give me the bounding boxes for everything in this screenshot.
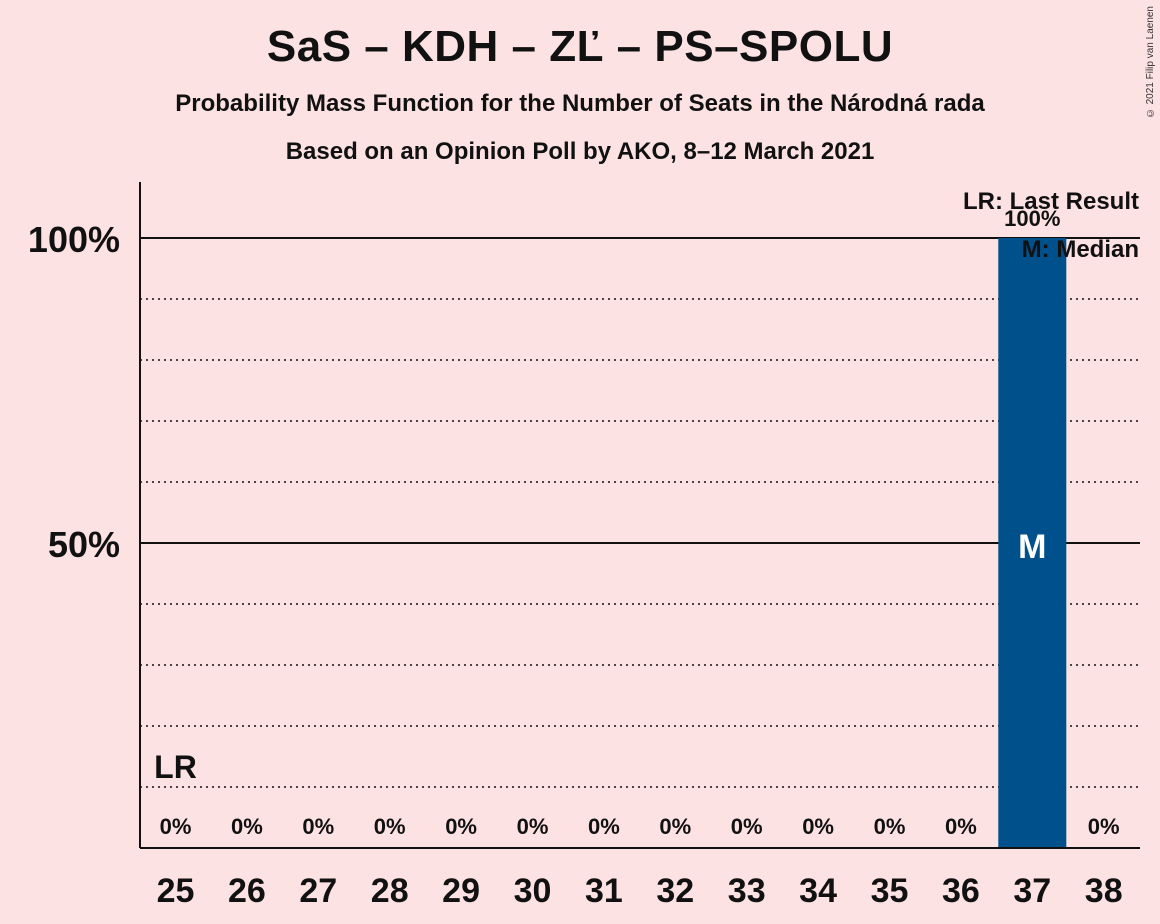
data-label: 0% <box>588 814 620 839</box>
markers: LR M <box>154 528 1046 785</box>
x-tick-label: 29 <box>442 872 480 910</box>
axes <box>139 182 1140 849</box>
y-tick-labels: 50% 100% <box>28 219 120 565</box>
legend-last-result: LR: Last Result <box>963 188 1139 215</box>
x-tick-label: 37 <box>1013 872 1051 910</box>
data-label: 0% <box>302 814 334 839</box>
x-tick-label: 33 <box>728 872 766 910</box>
data-labels: 0% 0% 0% 0% 0% 0% 0% 0% 0% 0% 0% 0% 100% 0% <box>160 206 1120 839</box>
x-tick-label: 26 <box>228 872 266 910</box>
data-label: 0% <box>445 814 477 839</box>
data-label: 0% <box>374 814 406 839</box>
data-label: 0% <box>731 814 763 839</box>
x-tick-label: 32 <box>656 872 694 910</box>
grid-lines <box>140 237 1140 788</box>
x-tick-label: 30 <box>514 872 552 910</box>
data-label: 0% <box>874 814 906 839</box>
x-tick-label: 27 <box>299 872 337 910</box>
median-marker: M <box>1018 528 1046 566</box>
data-label: 0% <box>659 814 691 839</box>
x-tick-label: 38 <box>1085 872 1123 910</box>
y-tick-label: 50% <box>48 524 120 565</box>
legend: LR: Last Result M: Median <box>963 188 1139 263</box>
bars <box>998 238 1067 848</box>
x-tick-label: 25 <box>157 872 195 910</box>
data-label: 0% <box>517 814 549 839</box>
x-tick-label: 36 <box>942 872 980 910</box>
x-tick-label: 28 <box>371 872 409 910</box>
chart-title: SaS – KDH – ZĽ – PS–SPOLU <box>266 22 894 71</box>
chart-subtitle: Probability Mass Function for the Number… <box>175 90 985 117</box>
last-result-marker: LR <box>154 749 197 785</box>
bar-37 <box>998 238 1067 848</box>
x-tick-labels: 25 26 27 28 29 30 31 32 33 34 35 36 37 38 <box>157 872 1123 910</box>
data-label: 0% <box>945 814 977 839</box>
x-tick-label: 31 <box>585 872 623 910</box>
data-label: 0% <box>231 814 263 839</box>
data-label: 0% <box>802 814 834 839</box>
data-label: 0% <box>1088 814 1120 839</box>
data-label: 0% <box>160 814 192 839</box>
data-label: 100% <box>1004 206 1060 231</box>
legend-median: M: Median <box>1022 236 1139 263</box>
y-tick-label: 100% <box>28 219 120 260</box>
x-tick-label: 35 <box>871 872 909 910</box>
chart-source: Based on an Opinion Poll by AKO, 8–12 Ma… <box>285 138 875 165</box>
x-tick-label: 34 <box>799 872 837 910</box>
